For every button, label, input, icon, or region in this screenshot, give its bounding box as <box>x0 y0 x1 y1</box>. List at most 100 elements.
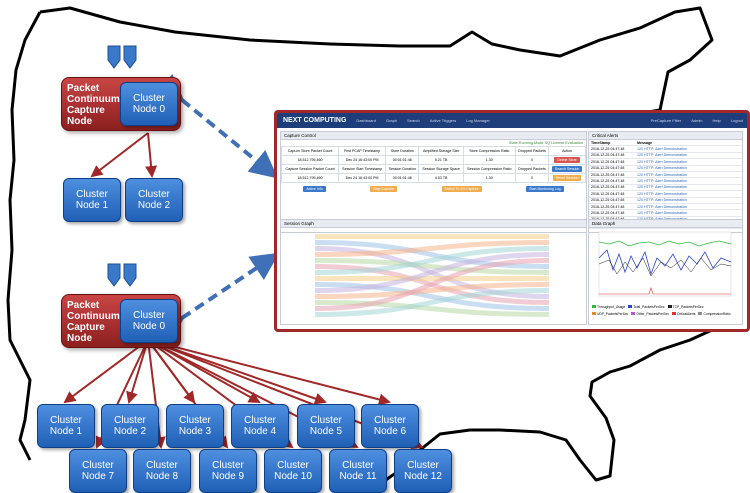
table-cell: 1.30 <box>462 155 516 165</box>
input-arrow-3 <box>107 263 121 287</box>
bottom-cluster-node-7: Cluster Node 7 <box>69 449 127 493</box>
data-graph-plot <box>598 231 732 297</box>
nav-active-triggers[interactable]: Active Triggers <box>429 118 457 123</box>
bottom-cluster-node-2: Cluster Node 2 <box>101 404 159 448</box>
alert-cell: 2016-12-25 04:47:48 <box>591 172 625 177</box>
reset-session-button[interactable]: Reset Session <box>552 175 582 181</box>
nav-logout[interactable]: Logout <box>730 118 743 123</box>
table-cell: Dec 24 16:43:00 PM <box>338 173 387 183</box>
alert-row[interactable]: 2016-12-25 04:47:48 120 HTTP: Alert Demon… <box>589 204 742 211</box>
nav-dashboard[interactable]: Dashboard <box>356 118 376 123</box>
app-navbar: NEXT COMPUTING Dashboard Graph Search Ac… <box>277 113 747 128</box>
node-label-line: Node 10 <box>274 471 312 482</box>
alert-row[interactable]: 2016-12-25 04:47:48 120 HTTP: Alert Demon… <box>589 159 742 166</box>
node-label-line: Node 0 <box>132 321 166 332</box>
table-cell: Amplified Storage Size <box>418 146 464 156</box>
alert-cell: 120 HTTP: Alert Demonstration <box>637 159 687 164</box>
app-logo: NEXT COMPUTING <box>283 117 347 124</box>
table-cell: 00:01:01:46 <box>385 155 420 165</box>
node-label-line: Node 6 <box>373 426 407 437</box>
dashed-arrow-1 <box>154 73 279 179</box>
alert-cell: 120 HTTP: Alert Demonstration <box>637 147 687 152</box>
switch-capture-button[interactable]: Switch To 2G Capture <box>441 186 482 192</box>
nav-graph[interactable]: Graph <box>385 118 398 123</box>
sankey-band <box>315 258 549 275</box>
nav-log-manager[interactable]: Log Manager <box>466 118 490 123</box>
node-label-line: Cluster <box>342 460 374 471</box>
legend-entry: CriticalAlerts <box>671 312 695 316</box>
node-label-line: Node 9 <box>211 471 245 482</box>
table-cell: 0 <box>514 173 550 183</box>
alert-row[interactable]: 2016-12-25 04:47:48 120 HTTP: Alert Demon… <box>589 146 742 153</box>
pcc-top: Packet Continuum Capture Node Cluster Node 0 <box>61 77 181 131</box>
alert-row[interactable]: 2016-12-25 04:47:48 120 HTTP: Alert Demon… <box>589 166 742 172</box>
pcc-bottom: Packet Continuum Capture Node Cluster Node 0 <box>61 294 181 348</box>
alert-row[interactable]: 2016-12-25 04:47:48 120 HTTP: Alert Demon… <box>589 191 742 198</box>
edge-top-1 <box>90 132 149 178</box>
alert-row[interactable]: 2016-12-25 04:47:48 120 HTTP: Alert Demon… <box>589 153 742 160</box>
table-cell: 4.03 TB <box>418 173 464 183</box>
capture-control-panel: Capture Control State Running Mode SQ Li… <box>280 131 587 233</box>
table-cell: First PCAP Timestamp <box>338 146 387 156</box>
active-info-button[interactable]: Active Info <box>303 186 326 192</box>
series-critical-alerts <box>599 287 731 295</box>
alert-row[interactable]: 2016-12-25 04:47:48 120 HTTP: Alert Demon… <box>589 198 742 204</box>
bottom-cluster-node-4: Cluster Node 4 <box>231 404 289 448</box>
node-label-line: Cluster <box>133 310 165 321</box>
alert-cell: 2016-12-25 04:47:48 <box>591 147 625 152</box>
alert-cell: 2016-12-25 04:47:48 <box>591 198 625 203</box>
delete-store-button[interactable]: Delete Store <box>554 157 580 163</box>
search-session-button[interactable]: Search Session <box>551 166 583 172</box>
node-label-line: Cluster <box>138 189 170 200</box>
node-label-line: Node 0 <box>132 104 166 115</box>
alert-cell: 2016-12-25 04:47:48 <box>591 191 625 196</box>
node-label-line: Cluster <box>50 415 82 426</box>
nav-search[interactable]: Search <box>407 118 420 123</box>
bottom-cluster-node-11: Cluster Node 11 <box>329 449 387 493</box>
nav-help[interactable]: Help <box>712 118 721 123</box>
node-label-line: Node 8 <box>145 471 179 482</box>
session-graph-panel: Session Graph <box>280 219 587 325</box>
alert-row[interactable]: 2016-12-25 04:47:48 120 HTTP: Alert Demon… <box>589 178 742 185</box>
input-arrows <box>107 45 137 287</box>
sankey-band <box>315 276 549 281</box>
node-label-line: Cluster <box>407 460 439 471</box>
sankey-band <box>315 252 549 293</box>
legend-entry: Other_PacketsPerSec <box>631 312 669 316</box>
alert-cell: 120 HTTP: Alert Demonstration <box>637 210 687 215</box>
alert-cell: 120 HTTP: Alert Demonstration <box>637 166 687 171</box>
alert-row[interactable]: 2016-12-25 04:47:48 120 HTTP: Alert Demon… <box>589 210 742 217</box>
alert-cell: 2016-12-25 04:47:48 <box>591 210 625 215</box>
stop-capture-button[interactable]: Stop Capture <box>370 186 397 192</box>
node-label-line: Cluster <box>133 93 165 104</box>
node-label-line: Node 7 <box>81 471 115 482</box>
table-cell: 18,512,795,460 <box>280 173 340 183</box>
session-graph-title: Session Graph <box>281 220 586 228</box>
node-label-line: Cluster <box>146 460 178 471</box>
table-cell: CapLim Store Packet Count <box>280 146 340 156</box>
table-cell: Dropped Packets <box>514 146 550 156</box>
node-label-line: Cluster <box>179 415 211 426</box>
session-sankey <box>315 234 549 317</box>
capture-button-bar: Active Info Stop Capture Switch To 2G Ca… <box>281 186 586 192</box>
alert-row[interactable]: 2016-12-25 04:47:48 120 HTTP: Alert Demon… <box>589 185 742 192</box>
node-label-line: Node 1 <box>75 200 109 211</box>
alert-row[interactable]: 2016-12-25 04:47:48 120 HTTP: Alert Demon… <box>589 172 742 179</box>
table-cell: 00:01:01:46 <box>385 173 420 183</box>
alert-cell: 120 HTTP: Alert Demonstration <box>637 191 687 196</box>
cluster-node-0: Cluster Node 0 <box>120 82 178 126</box>
alert-cell: 2016-12-25 04:47:48 <box>591 153 625 158</box>
node-label-line: Node 12 <box>404 471 442 482</box>
alert-cell: 2016-12-25 04:47:48 <box>591 185 625 190</box>
monitoring-log-button[interactable]: Start Monitoring Log <box>526 186 564 192</box>
input-arrow-4 <box>123 263 137 287</box>
alert-cell: 120 HTTP: Alert Demonstration <box>637 204 687 209</box>
store-table: CapLim Store Packet Count First PCAP Time… <box>280 146 586 183</box>
us-map-outline <box>6 6 746 486</box>
bottom-cluster-node-10: Cluster Node 10 <box>264 449 322 493</box>
node-label-line: Cluster <box>244 415 276 426</box>
nav-precapture-filter[interactable]: PreCapture Filter <box>650 118 682 123</box>
alert-cell: 120 HTTP: Alert Demonstration <box>637 185 687 190</box>
nav-admin[interactable]: Admin <box>691 118 703 123</box>
node-label-line: Node 5 <box>309 426 343 437</box>
